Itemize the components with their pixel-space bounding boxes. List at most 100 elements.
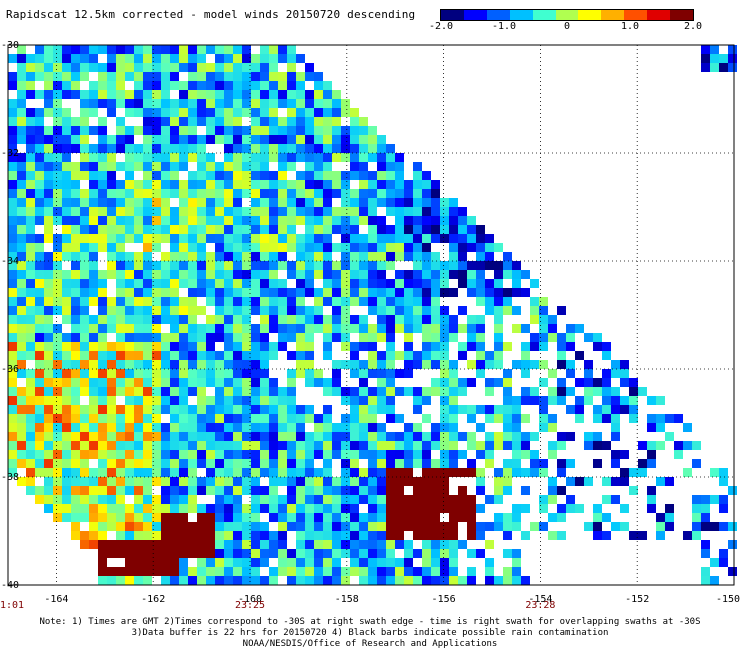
swath-cell [260, 531, 269, 540]
swath-cell [161, 234, 170, 243]
swath-cell [638, 459, 647, 468]
swath-cell [332, 243, 341, 252]
swath-cell [35, 207, 44, 216]
swath-cell [341, 531, 350, 540]
swath-cell [80, 369, 89, 378]
swath-cell [233, 180, 242, 189]
swath-cell [413, 423, 422, 432]
swath-cell [161, 315, 170, 324]
swath-cell [350, 198, 359, 207]
swath-cell [557, 342, 566, 351]
swath-cell [224, 198, 233, 207]
swath-cell [287, 504, 296, 513]
swath-cell [143, 90, 152, 99]
swath-cell [179, 216, 188, 225]
swath-cell [359, 531, 368, 540]
swath-cell [287, 234, 296, 243]
swath-cell [62, 477, 71, 486]
swath-cell [134, 63, 143, 72]
swath-cell [476, 369, 485, 378]
swath-cell [359, 153, 368, 162]
swath-cell [98, 63, 107, 72]
swath-cell [458, 207, 467, 216]
swath-cell [656, 423, 665, 432]
swath-cell [134, 207, 143, 216]
swath-cell [395, 270, 404, 279]
swath-cell [143, 234, 152, 243]
swath-cell [233, 378, 242, 387]
swath-cell [485, 405, 494, 414]
swath-cell [422, 306, 431, 315]
swath-cell [512, 441, 521, 450]
swath-cell [215, 495, 224, 504]
swath-cell [620, 378, 629, 387]
swath-cell [377, 387, 386, 396]
swath-cell [224, 423, 233, 432]
swath-cell [323, 252, 332, 261]
swath-cell [134, 414, 143, 423]
swath-cell [350, 144, 359, 153]
swath-cell [98, 567, 107, 576]
swath-cell [80, 288, 89, 297]
swath-cell [98, 405, 107, 414]
swath-cell [35, 396, 44, 405]
swath-cell [35, 333, 44, 342]
swath-cell [26, 351, 35, 360]
swath-cell [350, 396, 359, 405]
swath-cell [431, 477, 440, 486]
swath-cell [26, 324, 35, 333]
swath-cell [269, 324, 278, 333]
swath-cell [224, 297, 233, 306]
swath-cell [143, 144, 152, 153]
swath-cell [341, 126, 350, 135]
swath-cell [449, 243, 458, 252]
swath-cell [89, 99, 98, 108]
swath-cell [494, 513, 503, 522]
swath-cell [467, 522, 476, 531]
swath-cell [620, 468, 629, 477]
swath-cell [35, 171, 44, 180]
swath-cell [593, 504, 602, 513]
swath-cell [26, 243, 35, 252]
swath-cell [116, 306, 125, 315]
swath-cell [431, 468, 440, 477]
swath-cell [359, 450, 368, 459]
swath-cell [422, 459, 431, 468]
swath-cell [179, 396, 188, 405]
swath-cell [386, 495, 395, 504]
swath-cell [377, 297, 386, 306]
swath-cell [269, 387, 278, 396]
swath-cell [368, 459, 377, 468]
swath-cell [98, 342, 107, 351]
swath-cell [35, 468, 44, 477]
swath-cell [260, 288, 269, 297]
swath-cell [8, 306, 17, 315]
swath-cell [377, 504, 386, 513]
swath-cell [233, 468, 242, 477]
swath-cell [485, 459, 494, 468]
swath-cell [71, 225, 80, 234]
swath-cell [35, 378, 44, 387]
swath-cell [341, 468, 350, 477]
swath-cell [260, 81, 269, 90]
swath-cell [143, 459, 152, 468]
swath-cell [134, 126, 143, 135]
swath-cell [449, 531, 458, 540]
swath-cell [215, 414, 224, 423]
swath-cell [224, 270, 233, 279]
swath-cell [206, 90, 215, 99]
swath-cell [431, 225, 440, 234]
swath-cell [224, 63, 233, 72]
swath-cell [458, 270, 467, 279]
swath-cell [449, 369, 458, 378]
swath-cell [431, 351, 440, 360]
swath-cell [323, 207, 332, 216]
swath-cell [287, 468, 296, 477]
swath-cell [305, 207, 314, 216]
swath-cell [107, 360, 116, 369]
colorbar-swatch [578, 10, 602, 20]
swath-cell [62, 333, 71, 342]
swath-cell [251, 99, 260, 108]
swath-cell [233, 99, 242, 108]
swath-cell [17, 234, 26, 243]
